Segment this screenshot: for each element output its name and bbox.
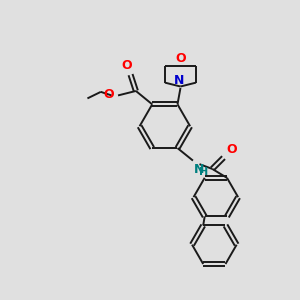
Text: N: N bbox=[194, 163, 204, 176]
Text: O: O bbox=[104, 88, 115, 101]
Text: O: O bbox=[175, 52, 186, 65]
Text: O: O bbox=[226, 143, 237, 156]
Text: N: N bbox=[174, 74, 184, 86]
Text: H: H bbox=[200, 167, 209, 177]
Text: O: O bbox=[122, 59, 132, 72]
